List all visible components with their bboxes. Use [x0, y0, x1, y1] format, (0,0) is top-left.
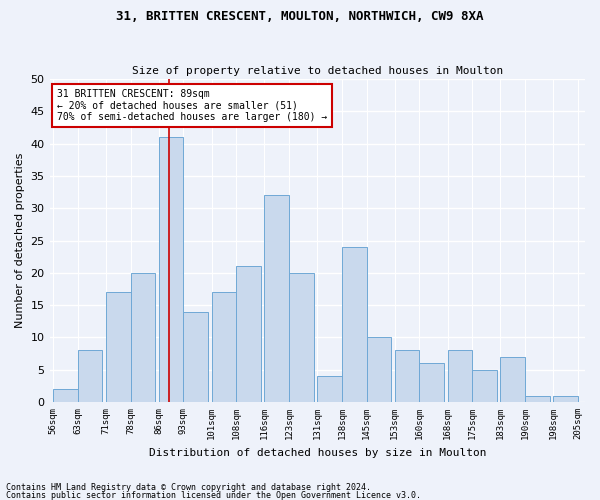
Text: 31 BRITTEN CRESCENT: 89sqm
← 20% of detached houses are smaller (51)
70% of semi: 31 BRITTEN CRESCENT: 89sqm ← 20% of deta…: [56, 88, 327, 122]
Bar: [525, 396, 550, 402]
Bar: [159, 137, 184, 402]
Bar: [553, 396, 578, 402]
Bar: [212, 292, 236, 402]
Bar: [265, 196, 289, 402]
Bar: [472, 370, 497, 402]
Bar: [289, 273, 314, 402]
Bar: [448, 350, 472, 402]
Bar: [106, 292, 131, 402]
Bar: [342, 247, 367, 402]
Text: Contains HM Land Registry data © Crown copyright and database right 2024.: Contains HM Land Registry data © Crown c…: [6, 484, 371, 492]
Bar: [53, 389, 78, 402]
Y-axis label: Number of detached properties: Number of detached properties: [15, 153, 25, 328]
Text: Contains public sector information licensed under the Open Government Licence v3: Contains public sector information licen…: [6, 490, 421, 500]
Bar: [131, 273, 155, 402]
Bar: [419, 364, 444, 402]
Text: 31, BRITTEN CRESCENT, MOULTON, NORTHWICH, CW9 8XA: 31, BRITTEN CRESCENT, MOULTON, NORTHWICH…: [116, 10, 484, 23]
Bar: [236, 266, 261, 402]
X-axis label: Distribution of detached houses by size in Moulton: Distribution of detached houses by size …: [149, 448, 486, 458]
Title: Size of property relative to detached houses in Moulton: Size of property relative to detached ho…: [131, 66, 503, 76]
Bar: [500, 357, 525, 402]
Bar: [395, 350, 419, 402]
Bar: [317, 376, 342, 402]
Bar: [184, 312, 208, 402]
Bar: [78, 350, 103, 402]
Bar: [367, 338, 391, 402]
